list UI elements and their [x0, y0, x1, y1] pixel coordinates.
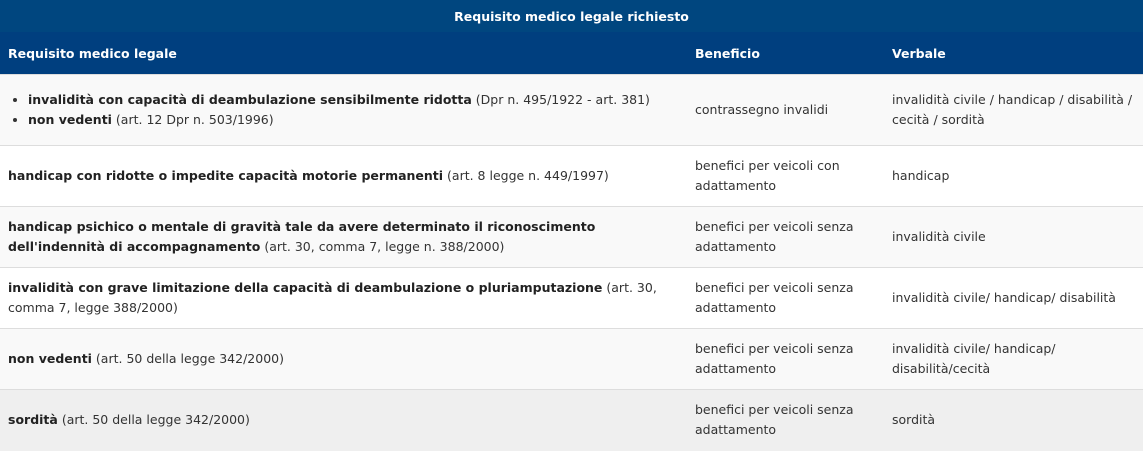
beneficio-cell: contrassegno invalidi	[687, 74, 884, 146]
requisito-cell: handicap con ridotte o impedite capacità…	[0, 145, 687, 207]
requisito-list: invalidità con capacità di deambulazione…	[8, 90, 679, 130]
table-row: invalidità con capacità di deambulazione…	[0, 74, 1143, 146]
verbale-cell: invalidità civile/ handicap/ disabilità/…	[884, 328, 1143, 390]
requisito-bold: handicap psichico o mentale di gravità t…	[8, 219, 596, 254]
verbale-cell: handicap	[884, 145, 1143, 207]
requisito-ref: (art. 50 della legge 342/2000)	[91, 351, 284, 366]
verbale-cell: invalidità civile / handicap / disabilit…	[884, 74, 1143, 146]
requisito-ref: (art. 30, comma 7, legge n. 388/2000)	[260, 239, 505, 254]
header-beneficio: Beneficio	[687, 32, 884, 75]
requisito-bold: handicap con ridotte o impedite capacità…	[8, 168, 444, 183]
requisito-ref: (art. 12 Dpr n. 503/1996)	[111, 112, 274, 127]
requisito-ref: (art. 50 della legge 342/2000)	[57, 412, 250, 428]
header-verbale: Verbale	[884, 32, 1143, 75]
beneficio-cell: benefici per veicoli con adattamento	[687, 145, 884, 207]
beneficio-cell: benefici per veicoli senza adattamento	[687, 389, 884, 451]
requisito-cell: handicap psichico o mentale di gravità t…	[0, 206, 687, 268]
requisito-bold: non vedenti	[28, 112, 112, 127]
table-row: handicap con ridotte o impedite capacità…	[0, 145, 1143, 207]
table-caption: Requisito medico legale richiesto	[0, 0, 1143, 32]
beneficio-cell: benefici per veicoli senza adattamento	[687, 267, 884, 329]
requisito-cell: invalidità con capacità di deambulazione…	[0, 74, 687, 146]
table-row: handicap psichico o mentale di gravità t…	[0, 206, 1143, 268]
requisito-ref: (art. 8 legge n. 449/1997)	[443, 168, 609, 183]
beneficio-cell: benefici per veicoli senza adattamento	[687, 328, 884, 390]
header-requisito: Requisito medico legale	[0, 32, 687, 75]
requisito-ref: (Dpr n. 495/1922 - art. 381)	[471, 92, 650, 107]
requisito-bold: non vedenti	[8, 351, 92, 366]
requisito-bold: invalidità con capacità di deambulazione…	[28, 92, 472, 107]
requisito-bold: sordità	[8, 412, 58, 428]
beneficio-cell: benefici per veicoli senza adattamento	[687, 206, 884, 268]
list-item: invalidità con capacità di deambulazione…	[28, 90, 679, 110]
table-row: sordità (art. 50 della legge 342/2000) b…	[0, 389, 1143, 451]
requisito-ref: (art. 30, comma 7, legge 388/2000)	[8, 280, 657, 315]
verbale-cell: invalidità civile/ handicap/ disabilità	[884, 267, 1143, 329]
requisito-cell: non vedenti (art. 50 della legge 342/200…	[0, 328, 687, 390]
list-item: non vedenti (art. 12 Dpr n. 503/1996)	[28, 110, 679, 130]
table-row: non vedenti (art. 50 della legge 342/200…	[0, 328, 1143, 390]
requisito-cell: sordità (art. 50 della legge 342/2000)	[0, 389, 687, 451]
requisito-cell: invalidità con grave limitazione della c…	[0, 267, 687, 329]
verbale-cell: sordità	[884, 389, 1143, 451]
table-row: invalidità con grave limitazione della c…	[0, 267, 1143, 329]
requisito-bold: invalidità con grave limitazione della c…	[8, 280, 603, 295]
verbale-cell: invalidità civile	[884, 206, 1143, 268]
